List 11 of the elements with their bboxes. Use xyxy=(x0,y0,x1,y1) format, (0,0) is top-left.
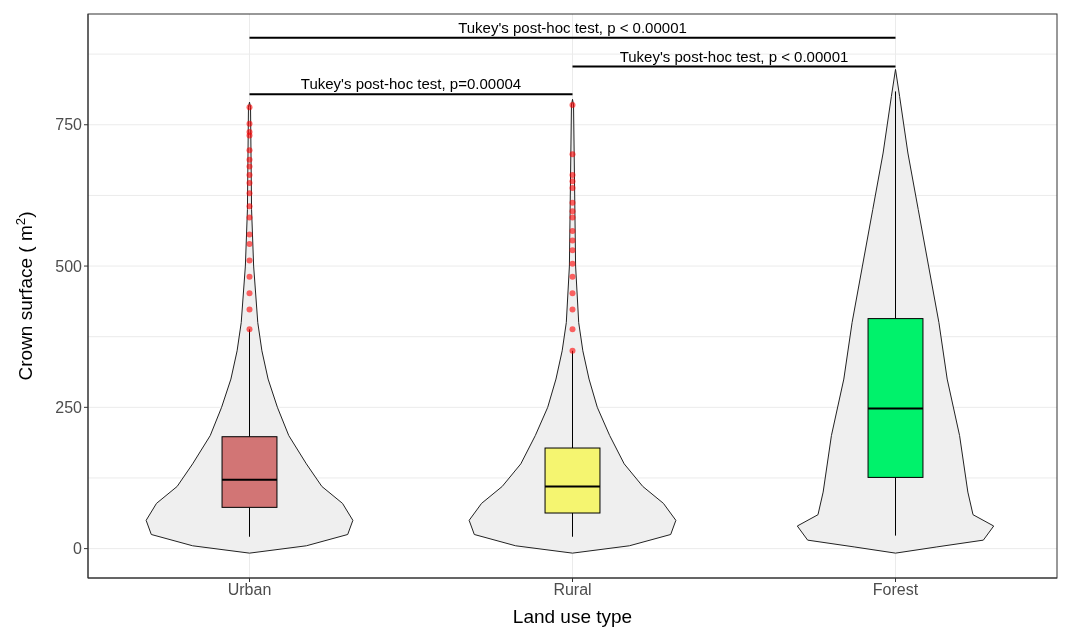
y-tick-label: 500 xyxy=(55,257,83,275)
x-tick-label: Forest xyxy=(872,581,919,599)
annotation: Tukey's post-hoc test, p=0.00004 xyxy=(300,75,522,93)
y-tick-label: 750 xyxy=(55,116,83,134)
x-tick-label: Urban xyxy=(227,581,272,599)
y-tick-label: 250 xyxy=(55,399,83,417)
y-tick-label: 0 xyxy=(73,540,83,558)
x-axis-title: Land use type xyxy=(512,606,633,627)
annotation: Tukey's post-hoc test, p < 0.00001 xyxy=(619,47,849,65)
x-tick-label: Rural xyxy=(553,581,592,599)
annotation: Tukey's post-hoc test, p < 0.00001 xyxy=(458,18,687,36)
